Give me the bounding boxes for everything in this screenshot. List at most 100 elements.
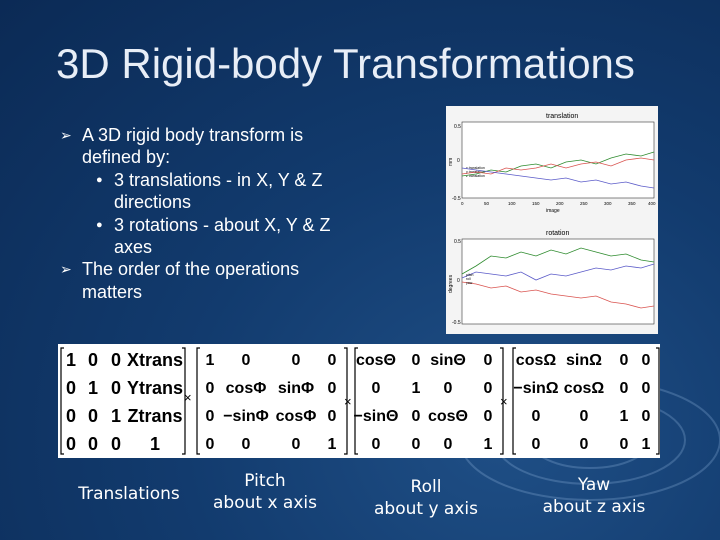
matrix-cell: 0 <box>328 352 337 369</box>
matrix-cell: 0 <box>206 436 215 453</box>
matrix-cell: 1 <box>66 350 76 370</box>
matrix-cell: 1 <box>642 436 651 453</box>
matrix-cell: −sinΦ <box>223 408 269 425</box>
matrix-cell: 1 <box>150 434 160 454</box>
translation-xticks: 0 50 100 150 200 250 300 350 400 <box>461 201 656 206</box>
matrix-cell: 0 <box>66 406 76 426</box>
matrix-cell: 0 <box>532 436 541 453</box>
matrix-cell: cosΦ <box>226 380 267 397</box>
x-tick: 350 <box>628 201 636 206</box>
matrix-cell: 1 <box>328 436 337 453</box>
y-tick: 0.5 <box>454 124 461 130</box>
sub-bullet-text: 3 rotations - about X, Y & Z axes <box>114 214 331 258</box>
matrix-cell: sinΦ <box>278 380 314 397</box>
matrix-cell: 0 <box>111 378 121 398</box>
matrix-cell: Ytrans <box>127 378 183 398</box>
matrix-cell: 1 <box>88 378 98 398</box>
rotation-series-blue <box>461 263 655 281</box>
matrix-cell: sinΘ <box>430 352 466 369</box>
rotation-plot-title: rotation <box>546 230 569 237</box>
roll-matrix: cosΘ 0 sinΘ 0 0 1 0 0 −sinΘ 0 cosΘ 0 0 0 0 1 <box>354 352 493 453</box>
slide-title: 3D Rigid-body Transformations <box>56 40 635 87</box>
dot-bullet-icon: ● <box>96 173 103 186</box>
pitch-matrix: 1 0 0 0 0 cosΦ sinΦ 0 0 −sinΦ cosΦ 0 0 0 0 1 <box>206 352 337 453</box>
multiply-sign: × <box>344 394 352 409</box>
sub-bullet-text: 3 translations - in X, Y & Z directions <box>114 169 323 213</box>
translation-series-blue <box>461 167 655 189</box>
bullet-item: ➢ A 3D rigid body transform is defined b… <box>60 124 360 169</box>
matrix-cell: 0 <box>642 408 651 425</box>
matrix-cell: 0 <box>412 352 421 369</box>
translation-series-red <box>461 157 655 175</box>
matrix-cell: 0 <box>580 408 589 425</box>
legend-entry: z translation <box>466 174 485 178</box>
matrix-cell: 0 <box>206 408 215 425</box>
matrix-cell: 0 <box>642 380 651 397</box>
matrix-cell: 1 <box>412 380 421 397</box>
matrix-cell: 0 <box>620 380 629 397</box>
caption-pitch: Pitch about x axis <box>204 470 326 514</box>
bullet-text: The order of the operations matters <box>82 259 300 302</box>
x-tick: 0 <box>461 201 464 206</box>
matrix-cell: 0 <box>620 352 629 369</box>
y-tick: -0.5 <box>452 320 461 326</box>
x-tick: 200 <box>556 201 564 206</box>
matrix-cell: 0 <box>242 352 251 369</box>
matrix-cell: 1 <box>206 352 215 369</box>
x-tick: 400 <box>648 201 656 206</box>
sub-bullet-item: ● 3 rotations - about X, Y & Z axes <box>60 214 360 259</box>
caption-line: Yaw <box>577 475 611 495</box>
caption-line: Roll <box>410 477 442 497</box>
y-tick: 0 <box>457 158 460 164</box>
matrix-cell: 0 <box>620 436 629 453</box>
matrix-cell: 0 <box>328 380 337 397</box>
legend-entry: yaw <box>466 281 473 285</box>
multiply-sign: × <box>500 394 508 409</box>
caption-translations: Translations <box>66 483 192 505</box>
matrix-cell: 1 <box>484 436 493 453</box>
matrix-cell: Ztrans <box>127 406 182 426</box>
caption-line: about z axis <box>542 497 646 517</box>
matrix-cell: 0 <box>444 380 453 397</box>
caption-line: Pitch <box>244 471 286 491</box>
matrix-cell: cosΩ <box>516 352 557 369</box>
rotation-legend: pitch roll yaw <box>466 273 473 285</box>
legend-entry: x translation <box>466 166 485 170</box>
rotation-ylabel: degrees <box>448 274 454 293</box>
matrix-cell: 0 <box>88 406 98 426</box>
y-tick: -0.5 <box>452 196 461 202</box>
matrix-cell: 0 <box>111 350 121 370</box>
legend-entry: roll <box>466 277 471 281</box>
translation-axes <box>461 121 655 199</box>
caption-line: about y axis <box>374 499 478 519</box>
arrow-bullet-icon: ➢ <box>60 127 72 143</box>
matrix-cell: 0 <box>111 434 121 454</box>
matrix-cell: 0 <box>412 408 421 425</box>
matrix-cell: −sinΘ <box>354 408 399 425</box>
caption-text: Translations <box>78 484 180 504</box>
matrix-cell: 0 <box>412 436 421 453</box>
matrix-cell: sinΩ <box>566 352 602 369</box>
x-tick: 50 <box>484 201 490 206</box>
translation-ylabel: mm <box>448 158 454 166</box>
matrix-cell: 1 <box>111 406 121 426</box>
x-tick: 300 <box>604 201 612 206</box>
sub-bullet-item: ● 3 translations - in X, Y & Z direction… <box>60 169 360 214</box>
x-tick: 150 <box>532 201 540 206</box>
rotation-series-red <box>461 281 655 309</box>
dot-bullet-icon: ● <box>96 218 103 231</box>
matrix-cell: 0 <box>66 434 76 454</box>
bullet-list: ➢ A 3D rigid body transform is defined b… <box>60 124 360 303</box>
translation-plot-title: translation <box>546 113 578 120</box>
matrix-cell: 0 <box>484 408 493 425</box>
matrix-cell: 0 <box>484 380 493 397</box>
matrix-cell: 0 <box>206 380 215 397</box>
translation-xlabel: image <box>546 208 560 214</box>
caption-roll: Roll about y axis <box>364 476 488 520</box>
matrix-cell: 0 <box>580 436 589 453</box>
translation-series-green <box>461 151 655 177</box>
rotation-axes <box>461 238 655 325</box>
caption-yaw: Yaw about z axis <box>532 474 656 518</box>
